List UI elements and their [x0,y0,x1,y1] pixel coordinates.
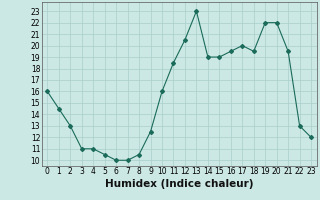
X-axis label: Humidex (Indice chaleur): Humidex (Indice chaleur) [105,179,253,189]
